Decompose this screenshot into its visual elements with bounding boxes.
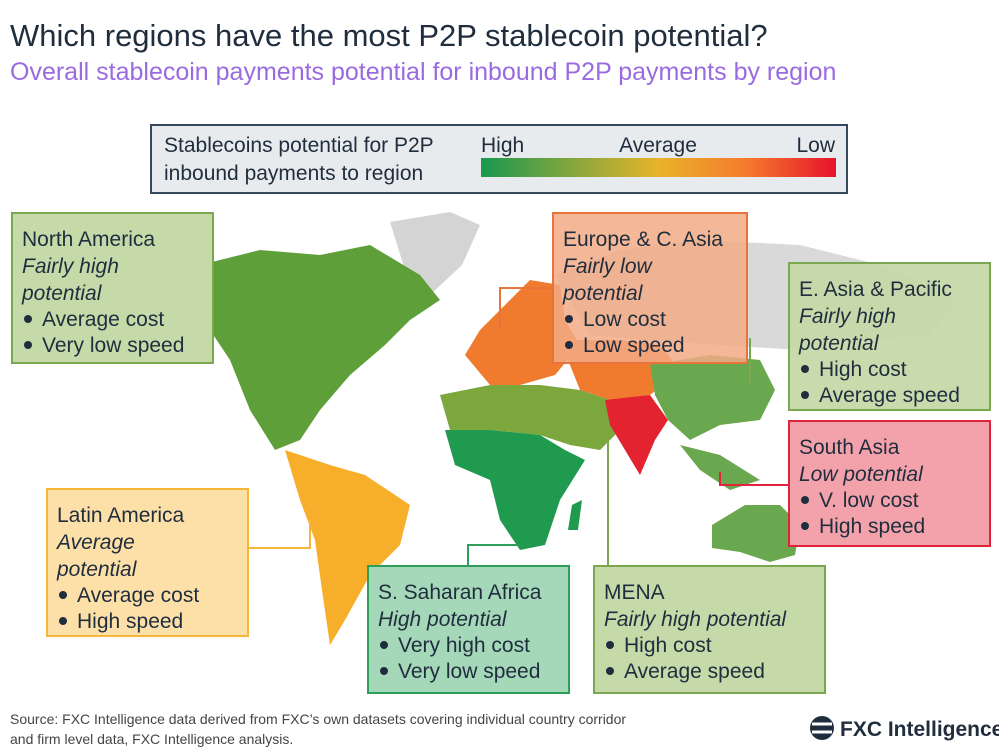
region-potential: Fairly low	[563, 255, 654, 278]
region-potential: potential	[798, 332, 880, 355]
region-bullet: Average cost	[77, 584, 199, 607]
region-name: North America	[22, 228, 155, 251]
region-box	[11, 212, 214, 364]
region-bullet: High cost	[624, 634, 712, 657]
bullet	[606, 641, 614, 649]
region-potential: High potential	[378, 608, 508, 631]
bullet	[801, 365, 809, 373]
region-bullet: High speed	[819, 515, 925, 538]
bullet	[565, 315, 573, 323]
legend-label: Stablecoins potential for P2P	[164, 134, 434, 157]
region-name: MENA	[604, 581, 665, 604]
region-bullet: Average speed	[624, 660, 765, 683]
region-name: Europe & C. Asia	[563, 228, 723, 251]
region-name: S. Saharan Africa	[378, 581, 542, 604]
se-asia	[680, 445, 760, 490]
region-bullet: Average cost	[42, 308, 164, 331]
legend-scale: Low	[796, 134, 835, 157]
brand: FXC Intelligence	[840, 718, 999, 741]
bullet	[24, 341, 32, 349]
region-bullet: Low speed	[583, 334, 685, 357]
region-potential: Average	[55, 531, 135, 554]
bullet	[59, 617, 67, 625]
bullet	[801, 391, 809, 399]
region-box	[367, 565, 570, 694]
region-box	[552, 212, 748, 364]
brand-logo	[810, 716, 834, 740]
south-asia	[605, 395, 668, 475]
north-america	[140, 245, 440, 450]
subtitle: Overall stablecoin payments potential fo…	[10, 58, 836, 86]
mena	[440, 385, 620, 450]
region-bullet: Very high cost	[398, 634, 530, 657]
bullet	[801, 496, 809, 504]
region-bullet: High cost	[819, 358, 907, 381]
bullet	[801, 522, 809, 530]
region-name: E. Asia & Pacific	[799, 278, 952, 301]
region-potential: potential	[56, 558, 138, 581]
legend-scale: High	[481, 134, 524, 157]
region-box	[46, 488, 249, 637]
region-box	[593, 565, 826, 694]
region-potential: Fairly high	[799, 305, 896, 328]
latin-america	[285, 450, 410, 645]
region-name: South Asia	[799, 436, 900, 459]
region-bullet: Low cost	[583, 308, 666, 331]
region-bullet: High speed	[77, 610, 183, 633]
region-box	[788, 420, 991, 547]
region-bullet: Average speed	[819, 384, 960, 407]
source: and firm level data, FXC Intelligence an…	[10, 731, 293, 747]
east-asia	[650, 355, 775, 440]
africa	[445, 430, 585, 550]
europe	[465, 280, 580, 385]
legend-label: inbound payments to region	[164, 162, 423, 185]
title: Which regions have the most P2P stableco…	[10, 18, 768, 53]
connectors	[248, 287, 789, 566]
region-name: Latin America	[57, 504, 185, 527]
bullet	[606, 667, 614, 675]
australia	[712, 505, 800, 562]
bullet	[380, 667, 388, 675]
region-potential: Fairly high	[22, 255, 119, 278]
legend-scale: Average	[619, 134, 697, 157]
region-box	[788, 262, 991, 411]
region-bullet: V. low cost	[819, 489, 919, 512]
region-potential: Fairly high potential	[604, 608, 787, 631]
region-bullet: Very low speed	[42, 334, 184, 357]
bullet	[380, 641, 388, 649]
source: Source: FXC Intelligence data derived fr…	[10, 711, 626, 727]
region-bullet: Very low speed	[398, 660, 540, 683]
region-potential: potential	[562, 282, 644, 305]
region-potential: Low potential	[799, 463, 924, 486]
bullet	[59, 591, 67, 599]
bullet	[565, 341, 573, 349]
legend-gradient	[481, 158, 836, 177]
region-potential: potential	[21, 282, 103, 305]
bullet	[24, 315, 32, 323]
madagascar	[568, 500, 582, 530]
